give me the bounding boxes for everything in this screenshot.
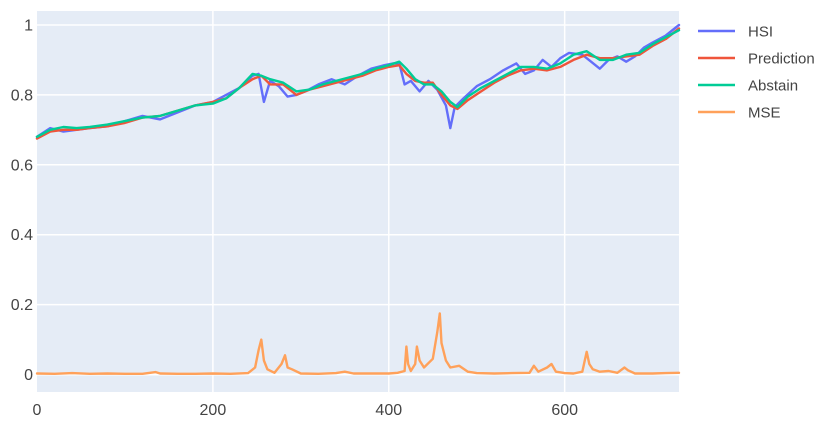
y-tick-label: 0.4 xyxy=(11,227,33,244)
legend-label: Prediction xyxy=(748,51,815,68)
x-tick-label: 400 xyxy=(375,402,402,419)
x-tick-label: 0 xyxy=(33,402,42,419)
y-tick-label: 0 xyxy=(24,367,33,384)
y-tick-label: 0.2 xyxy=(11,297,33,314)
legend-item-prediction[interactable]: Prediction xyxy=(698,51,815,68)
series-line-mse xyxy=(35,312,681,375)
y-axis-ticks: 0 0.2 0.4 0.6 0.8 1 xyxy=(11,17,33,384)
legend: HSI Prediction Abstain MSE xyxy=(698,24,815,122)
legend-label: HSI xyxy=(748,24,773,41)
x-tick-label: 600 xyxy=(551,402,578,419)
legend-label: MSE xyxy=(748,105,781,122)
plot-area xyxy=(37,11,679,392)
y-tick-label: 0.8 xyxy=(11,87,33,104)
y-tick-label: 1 xyxy=(24,17,33,34)
legend-item-abstain[interactable]: Abstain xyxy=(698,78,798,95)
legend-label: Abstain xyxy=(748,78,798,95)
series-line-abstain xyxy=(35,29,681,139)
x-tick-label: 200 xyxy=(200,402,227,419)
x-axis-ticks: 0 200 400 600 xyxy=(33,402,579,419)
series-layer xyxy=(35,23,681,375)
legend-item-hsi[interactable]: HSI xyxy=(698,24,773,41)
legend-item-mse[interactable]: MSE xyxy=(698,105,781,122)
y-tick-label: 0.6 xyxy=(11,157,33,174)
